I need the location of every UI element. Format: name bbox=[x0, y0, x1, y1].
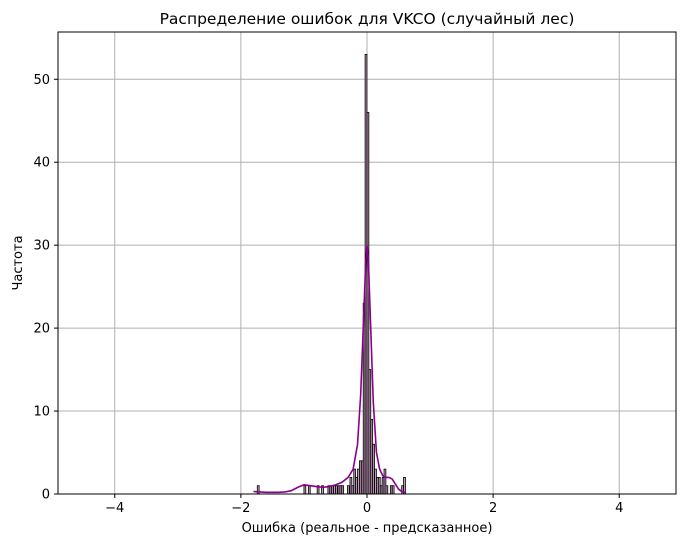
histogram-bar bbox=[385, 485, 389, 495]
x-axis-title: Ошибка (реальное - предсказанное) bbox=[242, 521, 493, 536]
kde-curve-layer bbox=[253, 245, 407, 494]
chart-title: Распределение ошибок для VKCO (случайный… bbox=[160, 10, 575, 28]
histogram-bar bbox=[347, 485, 350, 495]
histogram-bar bbox=[307, 485, 311, 495]
x-tick-label: −2 bbox=[231, 501, 250, 516]
histogram-bar bbox=[341, 485, 345, 495]
y-tick-label: 50 bbox=[33, 73, 50, 88]
y-axis-ticks: 0 10 20 30 40 50 bbox=[33, 73, 58, 503]
histogram-bar bbox=[391, 485, 395, 495]
y-axis-title: Частота bbox=[11, 235, 26, 290]
x-axis-ticks: −4 −2 0 2 4 bbox=[105, 494, 623, 516]
y-tick-label: 40 bbox=[33, 156, 50, 171]
kde-curve bbox=[253, 245, 407, 494]
histogram-bar bbox=[303, 485, 307, 495]
y-tick-label: 0 bbox=[42, 488, 50, 503]
x-tick-label: −4 bbox=[105, 501, 124, 516]
x-tick-label: 2 bbox=[489, 501, 497, 516]
histogram-bar bbox=[256, 485, 260, 495]
y-tick-label: 20 bbox=[33, 322, 50, 337]
histogram-bar bbox=[335, 485, 338, 495]
x-tick-label: 4 bbox=[615, 501, 623, 516]
x-tick-label: 0 bbox=[363, 501, 371, 516]
y-tick-label: 10 bbox=[33, 405, 50, 420]
y-tick-label: 30 bbox=[33, 239, 50, 254]
